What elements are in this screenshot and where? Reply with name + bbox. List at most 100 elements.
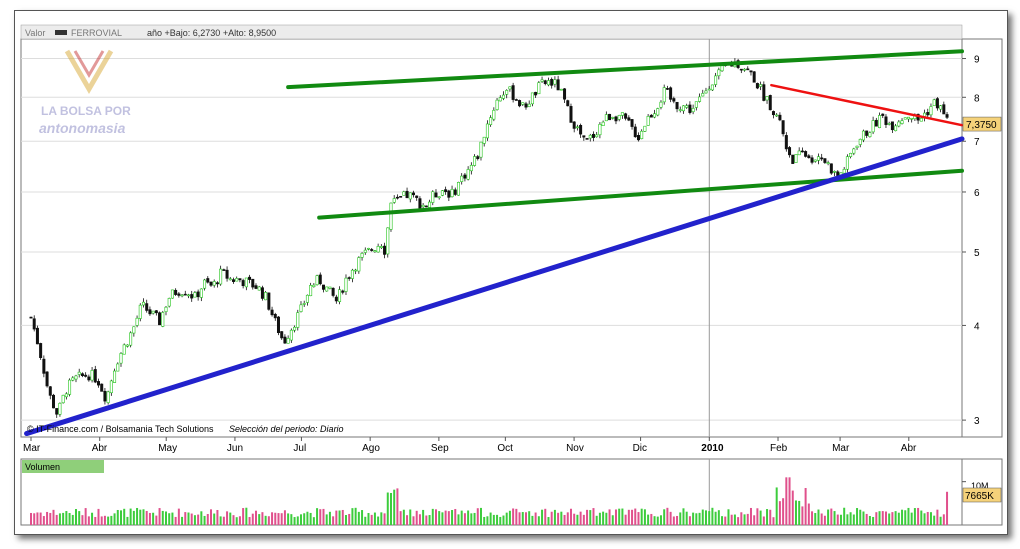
volume-bar xyxy=(296,516,299,525)
volume-bar xyxy=(595,515,598,525)
candle-body xyxy=(276,316,280,334)
candle-body xyxy=(701,93,705,97)
volume-bar xyxy=(470,513,473,525)
candle-body xyxy=(566,100,570,107)
candle-body xyxy=(601,121,605,126)
candle-body xyxy=(546,80,550,86)
candle-body xyxy=(881,113,885,116)
candle-body xyxy=(193,292,197,298)
candle-body xyxy=(813,159,817,162)
volume-bar xyxy=(833,511,836,525)
volume-bar xyxy=(598,512,601,525)
last-price-badge: 7,3750 xyxy=(962,116,1002,132)
volume-bar xyxy=(361,510,364,525)
volume-bar xyxy=(100,516,103,525)
volume-bar xyxy=(479,507,482,525)
volume-bar xyxy=(148,512,151,525)
volume-bar xyxy=(213,513,216,525)
candle-body xyxy=(469,164,473,172)
volume-bar xyxy=(688,516,691,525)
volume-bar xyxy=(811,511,814,525)
candle-body xyxy=(563,88,567,100)
candle-body xyxy=(395,196,399,199)
volume-bar xyxy=(560,511,563,525)
candle-body xyxy=(608,113,612,121)
candle-body xyxy=(707,88,711,91)
volume-bar xyxy=(476,508,479,525)
volume-bar xyxy=(58,513,61,525)
grid-lines xyxy=(21,58,962,421)
volume-bar xyxy=(103,515,106,525)
volume-bar xyxy=(695,513,698,525)
candle-body xyxy=(257,286,261,291)
candle-body xyxy=(418,198,422,209)
volume-bar xyxy=(267,516,270,525)
volume-bar xyxy=(521,512,524,525)
candle-body xyxy=(84,374,88,377)
volume-bar xyxy=(332,516,335,525)
tick-label: 3 xyxy=(974,416,980,427)
volume-bar xyxy=(373,512,376,525)
candle-body xyxy=(58,402,62,415)
candle-body xyxy=(807,155,811,159)
candle-body xyxy=(685,105,689,108)
candle-body xyxy=(833,171,837,173)
volume-bar xyxy=(775,487,778,525)
candle-body xyxy=(39,343,43,358)
candle-body xyxy=(357,257,361,272)
volume-bar xyxy=(174,516,177,525)
candle-body xyxy=(620,112,624,116)
volume-bar xyxy=(486,516,489,525)
candle-body xyxy=(643,125,647,132)
volume-bar xyxy=(81,515,84,525)
candle-body xyxy=(662,87,666,103)
volume-bar xyxy=(473,512,476,525)
candle-body xyxy=(749,70,753,73)
volume-title-bg xyxy=(22,460,104,473)
volume-bar xyxy=(415,510,418,525)
volume-bar xyxy=(942,514,945,525)
candle-body xyxy=(431,191,435,203)
volume-bar xyxy=(884,511,887,525)
volume-bar xyxy=(534,512,537,525)
candle-body xyxy=(842,168,846,174)
volume-bar xyxy=(107,516,110,525)
volume-bar xyxy=(113,513,116,525)
candle-body xyxy=(710,84,714,91)
candle-body xyxy=(929,106,933,116)
candle-body xyxy=(437,196,441,199)
volume-bar xyxy=(547,517,550,525)
volume-bar xyxy=(528,511,531,525)
candle-body xyxy=(299,304,303,312)
candle-body xyxy=(209,281,213,286)
candle-body xyxy=(96,381,100,386)
candle-body xyxy=(624,113,628,119)
volume-bar xyxy=(139,509,142,525)
tick-label: 7 xyxy=(974,137,980,148)
volume-bar xyxy=(258,514,261,525)
price-candles xyxy=(29,58,949,418)
volume-bar xyxy=(399,511,402,525)
candle-body xyxy=(508,86,512,90)
volume-bar xyxy=(563,514,566,525)
candle-body xyxy=(347,277,351,279)
candle-body xyxy=(129,332,133,346)
candle-body xyxy=(765,96,769,101)
candle-body xyxy=(669,87,673,100)
volume-bar xyxy=(454,508,457,525)
candle-body xyxy=(646,116,650,126)
volume-bar xyxy=(929,512,932,525)
volume-bar xyxy=(843,507,846,525)
volume-bar xyxy=(203,515,206,525)
candle-body xyxy=(453,189,457,195)
candle-body xyxy=(794,154,798,163)
candle-body xyxy=(170,289,174,299)
volume-title: Volumen xyxy=(25,462,60,472)
volume-bar xyxy=(566,512,569,525)
candle-body xyxy=(161,312,165,327)
volume-bar xyxy=(441,512,444,525)
candle-body xyxy=(540,79,544,82)
candle-body xyxy=(363,249,367,253)
volume-bar xyxy=(704,510,707,525)
candle-body xyxy=(408,192,412,200)
